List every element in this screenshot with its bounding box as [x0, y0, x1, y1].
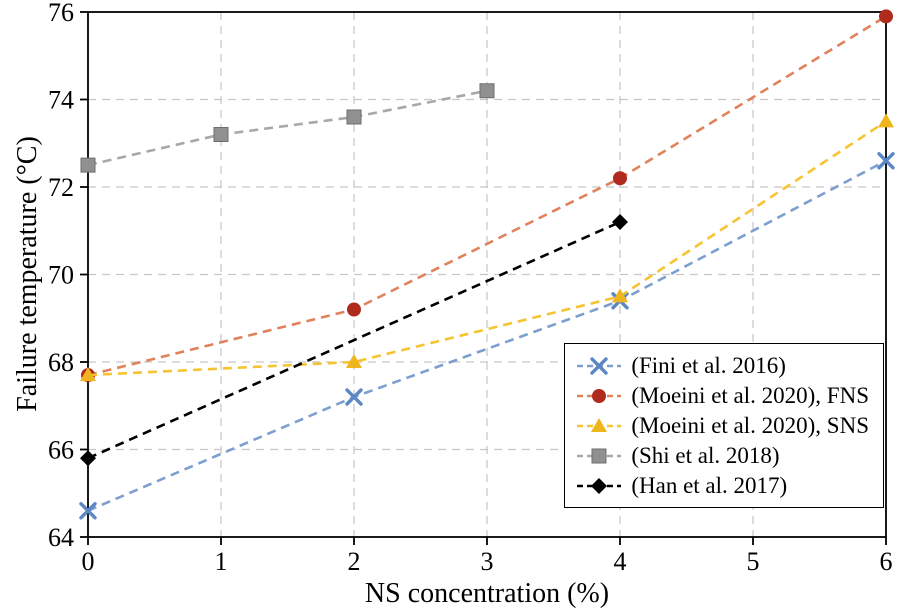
- triangle-marker: [612, 288, 628, 303]
- series-line-0: [87, 159, 887, 512]
- diamond-marker: [80, 450, 96, 467]
- legend-label: (Moeini et al. 2020), SNS: [631, 413, 869, 438]
- series-line-3: [87, 89, 488, 167]
- x-tick-label: 2: [348, 547, 361, 576]
- x-marker: [877, 152, 895, 170]
- chart-legend: (Fini et al. 2016) (Moeini et al. 2020), …: [564, 343, 884, 508]
- y-tick-label: 64: [48, 523, 74, 552]
- circle-marker: [613, 171, 627, 186]
- y-tick-label: 66: [48, 436, 74, 465]
- x-marker: [345, 388, 363, 406]
- circle-marker: [879, 9, 893, 24]
- x-axis-title: NS concentration (%): [364, 578, 610, 609]
- series-line-4: [87, 220, 621, 460]
- y-tick-label: 76: [48, 0, 74, 27]
- x-tick-label: 5: [747, 547, 760, 576]
- legend-item: (Moeini et al. 2020), SNS: [575, 412, 869, 439]
- square-marker: [80, 157, 96, 173]
- x-tick-label: 0: [82, 547, 95, 576]
- legend-item: (Moeini et al. 2020), FNS: [575, 382, 869, 409]
- triangle-marker: [80, 367, 96, 382]
- legend-label: (Han et al. 2017): [631, 473, 788, 498]
- x-marker: [590, 356, 609, 375]
- circle-marker: [592, 388, 607, 403]
- legend-sample-x: [577, 356, 622, 375]
- y-tick-label: 70: [48, 261, 74, 290]
- legend-sample-square: [577, 448, 622, 463]
- square-marker: [479, 83, 495, 99]
- triangle-marker: [591, 417, 608, 432]
- legend-sample-diamond: [577, 477, 622, 494]
- y-tick-label: 74: [48, 86, 74, 115]
- x-tick-label: 4: [614, 547, 627, 576]
- legend-sample-circle: [577, 388, 622, 403]
- triangle-marker: [878, 113, 894, 128]
- series-line-1: [87, 15, 887, 377]
- legend-label: (Shi et al. 2018): [631, 443, 780, 468]
- y-tick-label: 68: [48, 348, 74, 377]
- x-tick-label: 3: [481, 547, 494, 576]
- square-marker: [213, 127, 229, 142]
- x-tick-label: 1: [215, 547, 228, 576]
- diamond-marker: [612, 214, 628, 230]
- circle-marker: [347, 302, 361, 317]
- x-tick-label: 6: [880, 547, 893, 576]
- square-marker: [346, 109, 362, 125]
- legend-label: (Fini et al. 2016): [631, 353, 786, 378]
- square-marker: [591, 448, 607, 463]
- y-axis-title: Failure temperature (°C): [12, 136, 43, 412]
- legend-item: (Shi et al. 2018): [575, 442, 869, 469]
- diamond-marker: [591, 477, 608, 494]
- legend-label: (Moeini et al. 2020), FNS: [631, 383, 869, 408]
- x-marker: [79, 502, 97, 520]
- legend-item: (Han et al. 2017): [575, 472, 869, 499]
- triangle-marker: [346, 354, 362, 368]
- legend-sample-triangle: [577, 417, 622, 432]
- legend-item: (Fini et al. 2016): [575, 352, 869, 379]
- y-tick-label: 72: [48, 173, 74, 202]
